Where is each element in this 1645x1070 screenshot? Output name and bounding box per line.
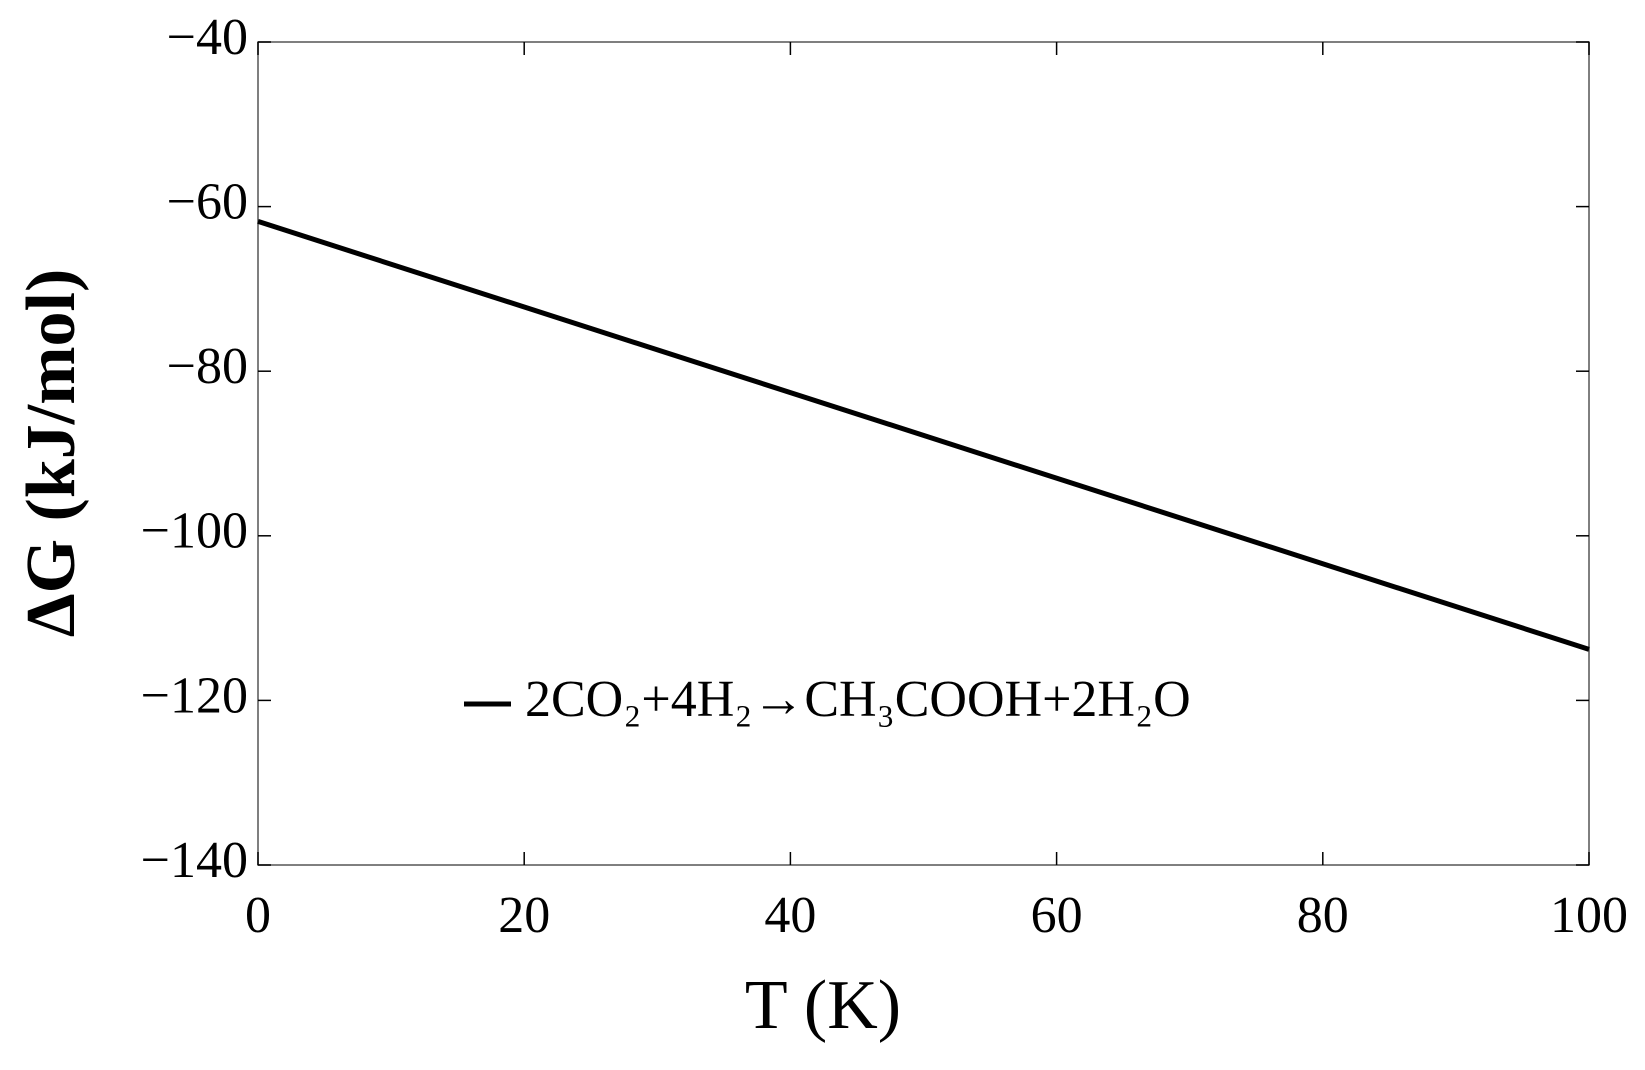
y-tick-label: −60: [167, 174, 248, 231]
y-tick-label: −120: [141, 667, 248, 724]
x-tick-label: 80: [1297, 887, 1349, 944]
plot-frame: [257, 41, 1590, 866]
legend-label: 2CO₂+4H₂→CH₃COOH+2H₂O: [525, 671, 1191, 728]
y-axis-title: ΔG (kJ/mol): [13, 269, 90, 638]
y-tick-label: −40: [167, 9, 248, 66]
x-tick-label: 0: [245, 887, 271, 944]
y-tick-label: −100: [141, 503, 248, 560]
x-tick-label: 20: [498, 887, 550, 944]
y-tick-label: −80: [167, 338, 248, 395]
x-axis-title: T (K): [745, 967, 901, 1044]
data-line: [257, 219, 1590, 652]
x-tick-label: 60: [1031, 887, 1083, 944]
x-tick-label: 40: [764, 887, 816, 944]
x-tick-label: 100: [1550, 887, 1628, 944]
y-tick-label: −140: [141, 832, 248, 889]
